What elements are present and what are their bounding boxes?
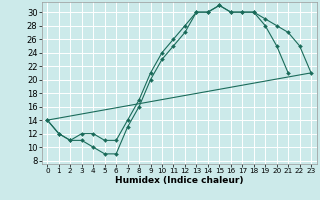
X-axis label: Humidex (Indice chaleur): Humidex (Indice chaleur): [115, 176, 244, 185]
